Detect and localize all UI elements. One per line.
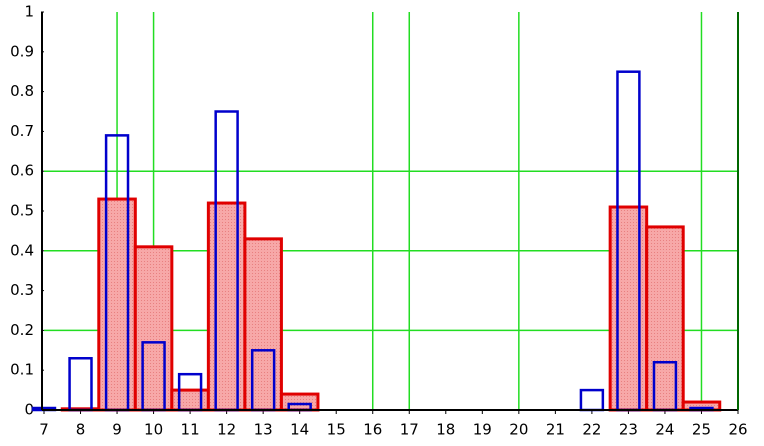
y-tick-label: 1 xyxy=(24,3,34,21)
y-tick-label: 0.7 xyxy=(10,122,34,140)
x-tick-label: 17 xyxy=(400,421,419,439)
x-tick-label: 22 xyxy=(582,421,601,439)
x-tick-label: 24 xyxy=(655,421,674,439)
x-tick-label: 21 xyxy=(546,421,565,439)
x-tick-label: 18 xyxy=(436,421,455,439)
x-tick-label: 23 xyxy=(619,421,638,439)
x-tick-label: 13 xyxy=(254,421,273,439)
bar xyxy=(608,205,649,412)
x-tick-label: 7 xyxy=(39,421,49,439)
x-tick-label: 12 xyxy=(217,421,236,439)
y-tick-label: 0.5 xyxy=(10,202,34,220)
y-tick-label: 0.6 xyxy=(10,162,34,180)
x-tick-label: 15 xyxy=(327,421,346,439)
x-tick-label: 9 xyxy=(112,421,122,439)
x-tick-label: 8 xyxy=(76,421,86,439)
bar xyxy=(97,197,137,412)
x-tick-label: 11 xyxy=(181,421,200,439)
x-tick-label: 20 xyxy=(509,421,528,439)
x-tick-label: 10 xyxy=(144,421,163,439)
bar xyxy=(206,201,247,412)
y-tick-label: 0.2 xyxy=(10,321,34,339)
x-tick-label: 16 xyxy=(363,421,382,439)
x-tick-label: 26 xyxy=(728,421,747,439)
y-tick-label: 0.8 xyxy=(10,82,34,100)
y-tick-label: 0.1 xyxy=(10,361,34,379)
x-tick-label: 25 xyxy=(692,421,711,439)
y-tick-label: 0.4 xyxy=(10,241,34,259)
bar xyxy=(645,225,685,412)
y-tick-label: 0.3 xyxy=(10,281,34,299)
bar xyxy=(243,237,283,412)
x-tick-label: 14 xyxy=(290,421,309,439)
y-tick-label: 0 xyxy=(24,401,34,419)
x-tick-label: 19 xyxy=(473,421,492,439)
bar xyxy=(170,388,210,412)
bar xyxy=(279,392,320,412)
y-tick-label: 0.9 xyxy=(10,42,34,60)
bar xyxy=(133,245,174,412)
